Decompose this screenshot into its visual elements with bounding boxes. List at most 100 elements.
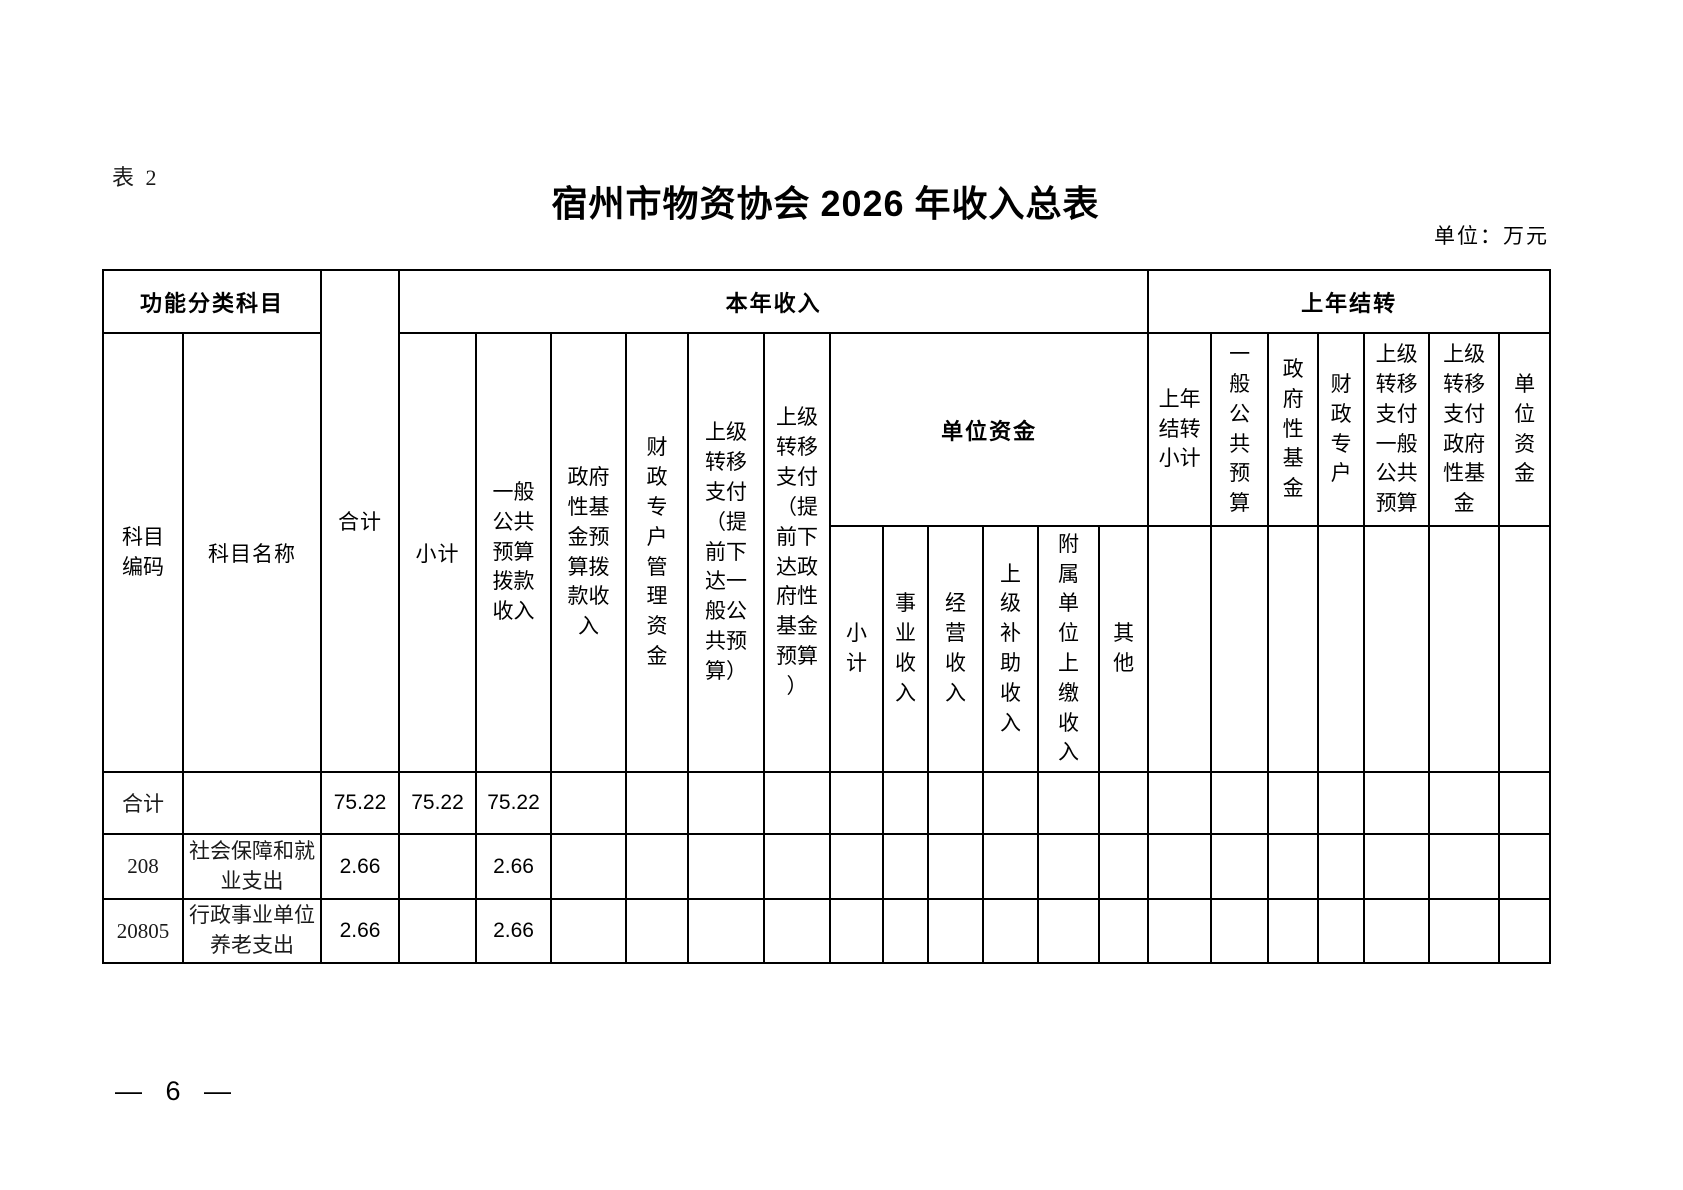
empty-cell	[550, 771, 628, 835]
empty-cell	[1428, 898, 1501, 964]
empty-cell	[625, 898, 690, 964]
header-uf-superior-subsidy: 上级补助收入	[982, 525, 1040, 773]
header-row-groups: 功能分类科目 合计 本年收入 上年结转	[101, 269, 1552, 773]
title-suffix: 年收入总表	[914, 184, 1100, 224]
cell-cy-general: 75.22	[475, 771, 553, 835]
empty-cell	[1363, 898, 1431, 964]
empty-cell	[1498, 771, 1552, 835]
empty-cell	[1267, 898, 1320, 964]
empty-cell	[1147, 525, 1213, 773]
empty-cell	[982, 898, 1040, 964]
table-label: 表 2	[112, 165, 160, 190]
empty-cell	[550, 833, 628, 900]
document-title: 宿州市物资协会 2026 年收入总表	[102, 184, 1549, 225]
empty-cell	[829, 833, 885, 900]
cell-cy-general: 2.66	[475, 833, 553, 900]
empty-cell	[1147, 898, 1213, 964]
header-total: 合计	[320, 269, 401, 773]
table-row-208: 208 社会保障和就业支出 2.66 2.66	[102, 833, 1552, 900]
empty-cell	[763, 898, 832, 964]
income-summary-table: 功能分类科目 合计 本年收入 上年结转 科目编码 科目名称 小计 一般公共预算拨…	[101, 269, 1552, 964]
header-row-mid: 科目编码 科目名称 小计 一般公共预算拨款收入 政府性基金预算拨款收入 财政专户…	[102, 332, 1552, 773]
header-cy-fiscal-special-account: 财政专户管理资金	[625, 332, 690, 773]
empty-cell	[1210, 525, 1270, 773]
empty-cell	[927, 898, 985, 964]
cell-total: 75.22	[320, 771, 401, 835]
header-uf-operating-income: 事业收入	[882, 525, 930, 773]
empty-cell	[550, 898, 628, 964]
table-row-total: 合计 75.22 75.22 75.22	[102, 771, 1552, 835]
empty-cell	[1210, 833, 1270, 900]
empty-cell	[1267, 525, 1320, 773]
cell-total: 2.66	[320, 833, 401, 900]
empty-cell	[982, 771, 1040, 835]
empty-cell	[882, 771, 930, 835]
header-co-general-public-budget: 一般公共预算	[1210, 332, 1270, 527]
empty-cell	[829, 898, 885, 964]
empty-cell	[687, 833, 766, 900]
empty-cell	[1210, 771, 1270, 835]
empty-cell	[1428, 771, 1501, 835]
header-co-transfer-general: 上级转移支付一般公共预算	[1363, 332, 1431, 527]
header-subject-code: 科目编码	[102, 332, 184, 773]
cell-name: 行政事业单位养老支出	[181, 898, 323, 964]
empty-cell	[1147, 833, 1213, 900]
empty-cell	[1098, 898, 1150, 964]
empty-cell	[763, 833, 832, 900]
title-org: 宿州市物资协会	[551, 184, 811, 224]
cell-cy-general: 2.66	[475, 898, 553, 964]
empty-cell	[1098, 833, 1150, 900]
empty-cell	[1498, 833, 1552, 900]
page-number: — 6 —	[115, 1076, 240, 1106]
empty-cell	[1428, 833, 1501, 900]
header-uf-business-income: 经营收入	[927, 525, 985, 773]
empty-cell	[1428, 525, 1501, 773]
header-co-transfer-gov-fund: 上级转移支付政府性基金	[1428, 332, 1501, 527]
unit-note: 单位：万元	[1434, 224, 1549, 248]
header-carryover: 上年结转	[1147, 269, 1552, 334]
header-co-subtotal: 上年结转小计	[1147, 332, 1213, 527]
header-co-unit-funds: 单位资金	[1498, 332, 1552, 527]
empty-cell	[1498, 525, 1552, 773]
title-year: 2026	[820, 183, 905, 224]
empty-cell	[1037, 833, 1101, 900]
table-row-20805: 20805 行政事业单位养老支出 2.66 2.66	[102, 898, 1552, 964]
cell-name: 社会保障和就业支出	[181, 833, 323, 900]
cell-code: 合计	[102, 771, 184, 835]
empty-cell	[882, 833, 930, 900]
empty-cell	[927, 771, 985, 835]
empty-cell	[1037, 898, 1101, 964]
empty-cell	[1363, 771, 1431, 835]
empty-cell	[1317, 525, 1366, 773]
header-cy-subtotal: 小计	[398, 332, 478, 773]
header-subject-name: 科目名称	[181, 332, 323, 773]
empty-cell	[829, 771, 885, 835]
header-cy-transfer-gov-fund: 上级转移支付（提前下达政府性基金预算）	[763, 332, 832, 773]
empty-cell	[1317, 833, 1366, 900]
cell-total: 2.66	[320, 898, 401, 964]
header-uf-other: 其他	[1098, 525, 1150, 773]
header-uf-affiliated-units: 附属单位上缴收入	[1037, 525, 1101, 773]
cell-name	[181, 771, 323, 835]
empty-cell	[1363, 833, 1431, 900]
header-unit-funds-group: 单位资金	[829, 332, 1150, 527]
cell-cy-subtotal	[398, 833, 478, 900]
empty-cell	[1317, 771, 1366, 835]
empty-cell	[763, 771, 832, 835]
empty-cell	[1498, 898, 1552, 964]
cell-cy-subtotal: 75.22	[398, 771, 478, 835]
header-functional-classification: 功能分类科目	[101, 269, 323, 334]
header-cy-general-public-budget: 一般公共预算拨款收入	[475, 332, 553, 773]
empty-cell	[625, 771, 690, 835]
header-row-unit-funds-leaves: 小计 事业收入 经营收入 上级补助收入 附属单位上缴收入 其他	[103, 525, 1552, 773]
empty-cell	[1267, 833, 1320, 900]
empty-cell	[1317, 898, 1366, 964]
cell-code: 20805	[102, 898, 184, 964]
header-cy-gov-fund-budget: 政府性基金预算拨款收入	[550, 332, 628, 773]
empty-cell	[687, 898, 766, 964]
empty-cell	[1267, 771, 1320, 835]
empty-cell	[982, 833, 1040, 900]
cell-cy-subtotal	[398, 898, 478, 964]
empty-cell	[1037, 771, 1101, 835]
